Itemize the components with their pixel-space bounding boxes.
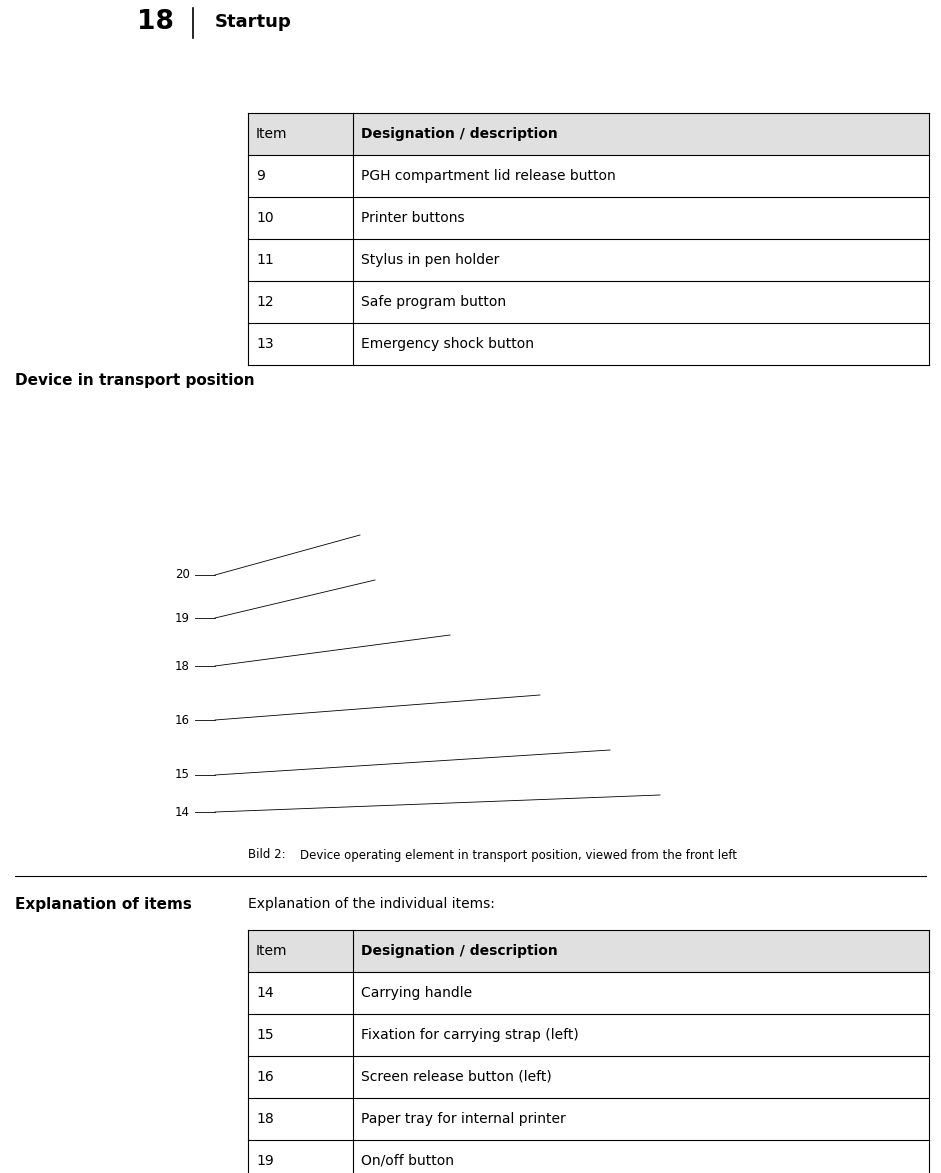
Text: 16: 16: [256, 1070, 274, 1084]
Text: 19: 19: [175, 611, 190, 624]
Text: Designation / description: Designation / description: [361, 944, 558, 958]
Text: Screen release button (left): Screen release button (left): [361, 1070, 551, 1084]
Text: 15: 15: [256, 1028, 274, 1042]
Text: Emergency shock button: Emergency shock button: [361, 337, 534, 351]
Text: 18: 18: [175, 659, 190, 672]
Text: 15: 15: [175, 768, 190, 781]
Text: Carrying handle: Carrying handle: [361, 986, 472, 1001]
Text: 10: 10: [256, 211, 274, 225]
Text: Explanation of items: Explanation of items: [15, 896, 192, 911]
Bar: [248, 113, 929, 155]
Text: Fixation for carrying strap (left): Fixation for carrying strap (left): [361, 1028, 579, 1042]
Text: 19: 19: [256, 1154, 274, 1168]
Text: Device in transport position: Device in transport position: [15, 373, 255, 387]
Text: 13: 13: [256, 337, 274, 351]
Text: Designation / description: Designation / description: [361, 127, 558, 141]
Text: Printer buttons: Printer buttons: [361, 211, 465, 225]
Text: Item: Item: [256, 127, 288, 141]
Text: 14: 14: [256, 986, 274, 1001]
Text: Bild 2:: Bild 2:: [248, 848, 286, 861]
Text: 11: 11: [256, 253, 274, 267]
Text: Startup: Startup: [215, 13, 292, 30]
Text: Explanation of the individual items:: Explanation of the individual items:: [248, 897, 495, 911]
Bar: [248, 930, 929, 972]
Text: Stylus in pen holder: Stylus in pen holder: [361, 253, 500, 267]
Text: 20: 20: [175, 569, 190, 582]
Text: Device operating element in transport position, viewed from the front left: Device operating element in transport po…: [300, 848, 737, 861]
Text: Item: Item: [256, 944, 288, 958]
Text: 12: 12: [256, 294, 274, 308]
Text: PGH compartment lid release button: PGH compartment lid release button: [361, 169, 615, 183]
Text: On/off button: On/off button: [361, 1154, 454, 1168]
Text: Safe program button: Safe program button: [361, 294, 506, 308]
Text: 18: 18: [136, 9, 173, 35]
Text: 9: 9: [256, 169, 264, 183]
Text: 16: 16: [175, 713, 190, 726]
Text: Paper tray for internal printer: Paper tray for internal printer: [361, 1112, 566, 1126]
Text: 14: 14: [175, 806, 190, 819]
Text: 18: 18: [256, 1112, 274, 1126]
